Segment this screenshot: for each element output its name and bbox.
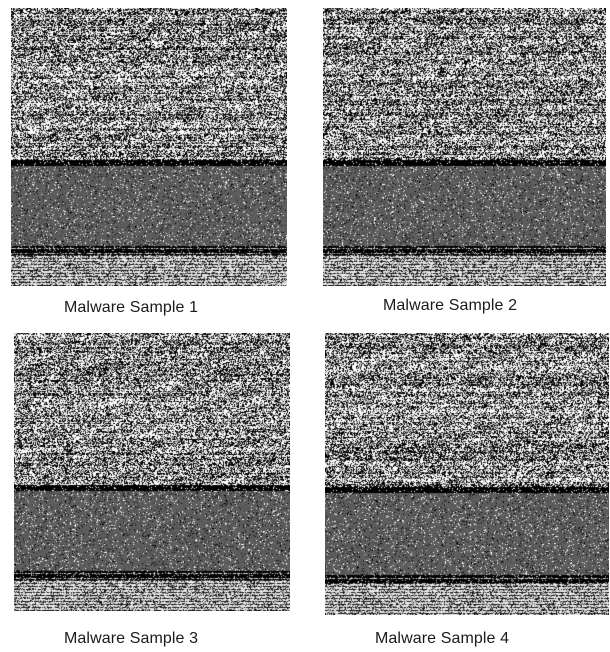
malware-sample-3-caption: Malware Sample 3 [64, 630, 199, 647]
malware-sample-1-caption: Malware Sample 1 [64, 299, 199, 316]
malware-sample-4-image [325, 333, 609, 615]
malware-sample-2-caption: Malware Sample 2 [383, 297, 518, 314]
malware-sample-1-image [11, 8, 287, 286]
malware-sample-4-caption: Malware Sample 4 [375, 630, 510, 647]
malware-sample-2-image [323, 8, 606, 286]
malware-sample-3-image [14, 333, 290, 611]
